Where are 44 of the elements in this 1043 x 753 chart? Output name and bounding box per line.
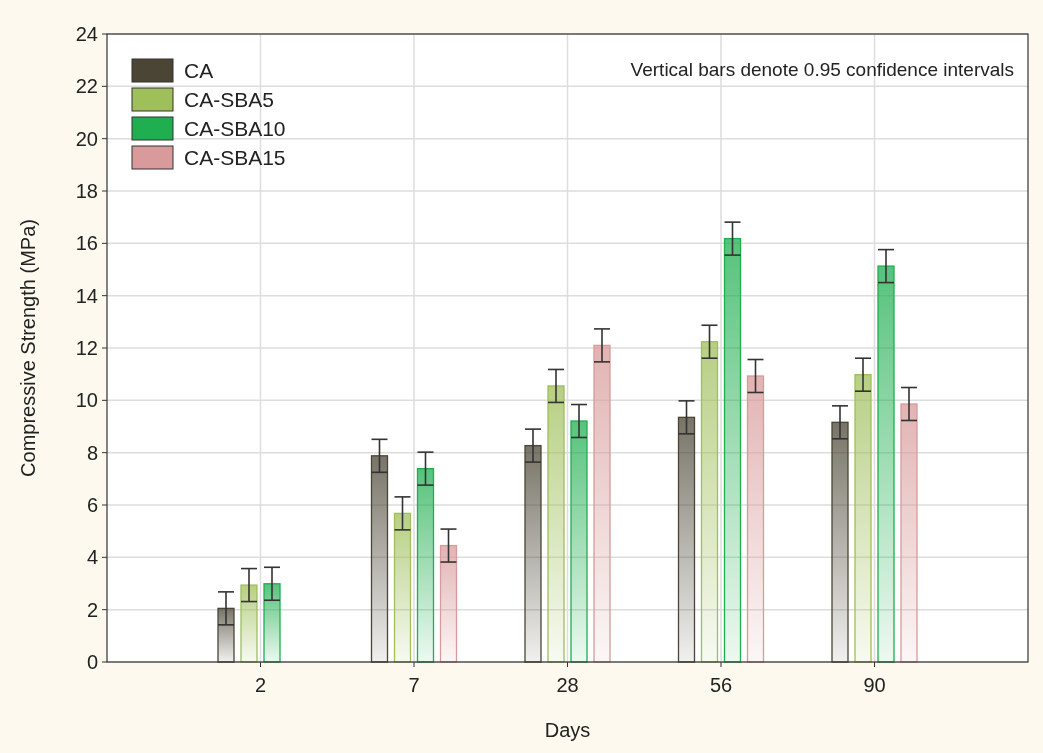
y-tick-label: 4 xyxy=(86,546,98,569)
y-tick-label: 10 xyxy=(75,389,98,412)
x-tick-label: 56 xyxy=(709,674,733,696)
bar xyxy=(393,512,412,663)
bar xyxy=(746,375,765,663)
x-tick-label: 90 xyxy=(863,674,886,696)
bar xyxy=(900,403,918,663)
y-tick-label: 20 xyxy=(75,127,98,150)
bar xyxy=(370,455,389,663)
legend-label: CA-SBA15 xyxy=(184,146,286,170)
x-tick-label: 2 xyxy=(254,674,267,696)
bar xyxy=(524,444,542,663)
y-tick-label: 16 xyxy=(75,232,98,255)
bar xyxy=(217,607,235,663)
y-tick-label: 22 xyxy=(75,75,98,98)
bar xyxy=(439,544,458,663)
bar xyxy=(416,467,435,663)
bar xyxy=(854,374,872,663)
legend-label: CA xyxy=(184,59,214,83)
bar xyxy=(677,416,696,663)
y-tick-label: 12 xyxy=(75,337,98,359)
y-tick-label: 2 xyxy=(86,598,98,621)
bar xyxy=(831,421,849,663)
bar xyxy=(723,237,742,663)
x-tick-label: 7 xyxy=(408,674,420,696)
bar xyxy=(547,385,565,663)
y-tick-label: 0 xyxy=(86,651,98,673)
y-tick-label: 18 xyxy=(75,180,98,202)
legend-label: CA-SBA5 xyxy=(184,88,274,112)
y-tick-label: 24 xyxy=(75,23,98,45)
bar xyxy=(877,265,895,663)
bar xyxy=(263,583,281,663)
bar xyxy=(593,344,611,663)
y-tick-label: 6 xyxy=(86,494,98,516)
bar xyxy=(240,584,258,663)
x-axis-title: Days xyxy=(544,719,591,741)
annotation: Vertical bars denote 0.95 confidence intervals xyxy=(630,59,1014,80)
legend-label: CA-SBA10 xyxy=(184,117,286,141)
y-axis-title: Compressive Strength (MPa) xyxy=(17,219,39,477)
bar xyxy=(700,341,719,663)
y-tick-label: 8 xyxy=(86,441,98,464)
y-tick-label: 14 xyxy=(75,284,98,307)
bar xyxy=(570,420,588,663)
x-tick-label: 28 xyxy=(556,674,579,696)
